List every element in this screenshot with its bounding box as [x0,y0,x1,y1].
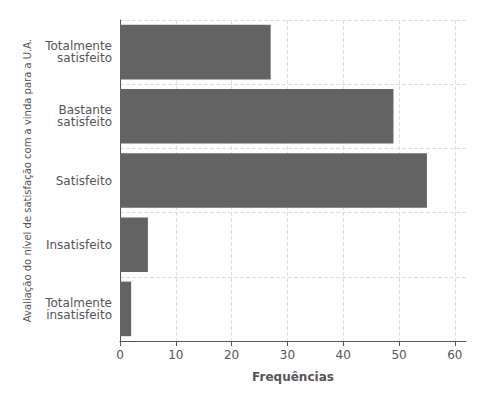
svg-text:Avaliação do nível de satisfaç: Avaliação do nível de satisfação com a v… [22,39,33,322]
svg-text:30: 30 [280,348,295,362]
svg-text:Insatisfeito: Insatisfeito [46,238,112,252]
svg-text:insatisfeito: insatisfeito [46,308,112,322]
svg-text:Totalmente: Totalmente [45,39,112,54]
svg-text:50: 50 [391,348,406,362]
svg-text:Frequências: Frequências [252,370,334,384]
svg-text:60: 60 [447,348,462,362]
svg-text:satisfeito: satisfeito [57,115,112,129]
svg-text:Bastante: Bastante [58,103,112,118]
svg-text:20: 20 [224,348,239,362]
svg-text:Totalmente: Totalmente [45,295,112,310]
svg-text:40: 40 [336,348,351,362]
svg-text:0: 0 [116,348,124,362]
svg-text:satisfeito: satisfeito [57,51,112,65]
svg-text:10: 10 [168,348,183,362]
svg-text:Satisfeito: Satisfeito [56,174,112,188]
